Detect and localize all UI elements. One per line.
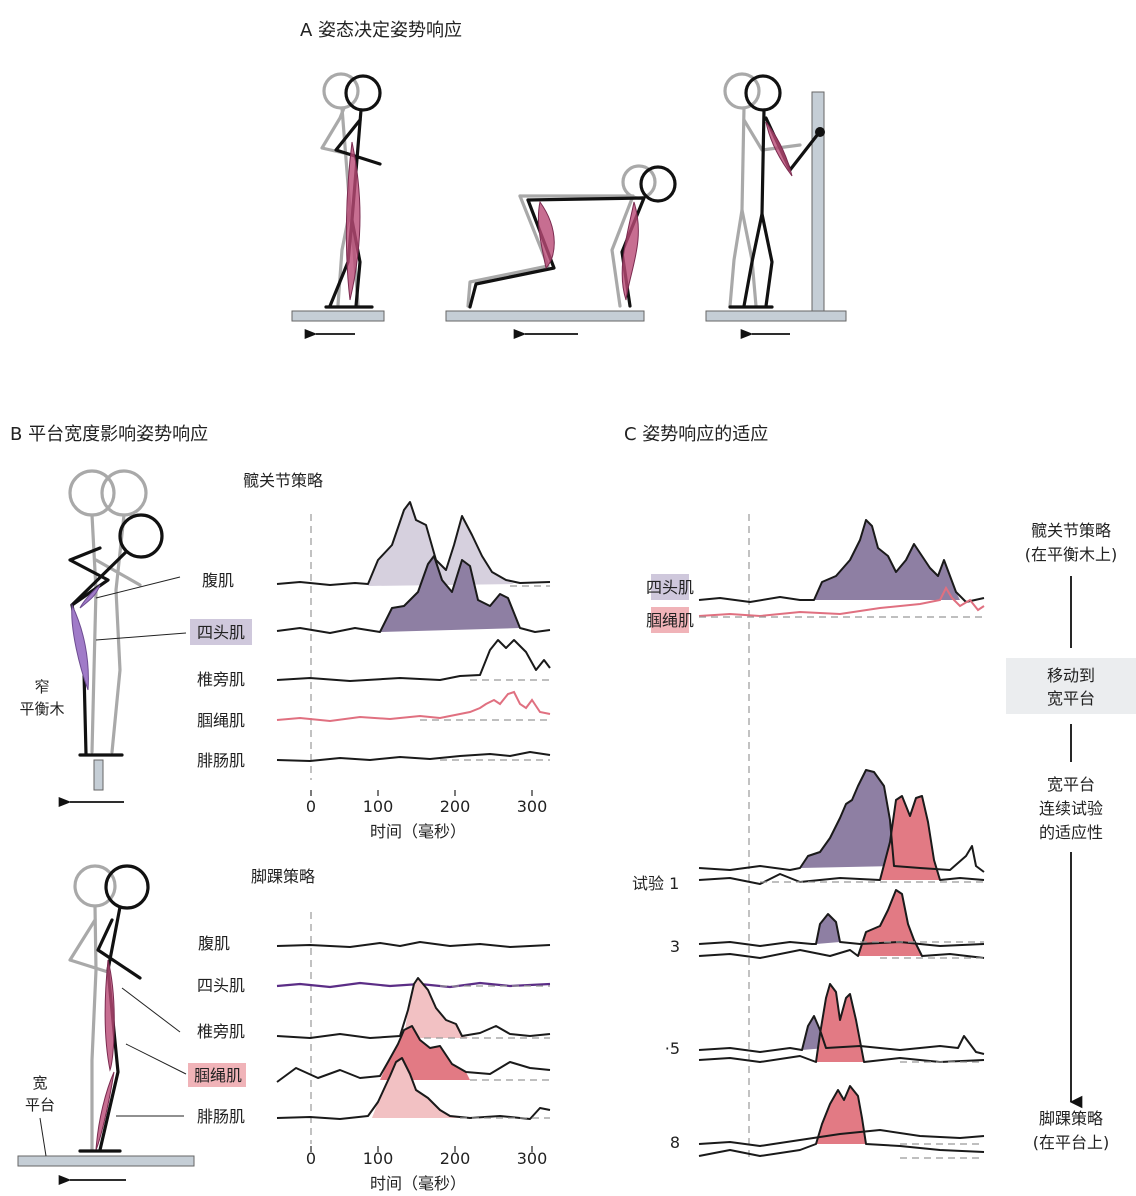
ankle-xtick-300: 300 bbox=[517, 1149, 548, 1168]
hip-label-quadriceps-bg bbox=[190, 619, 252, 645]
ankle-label-abdominal: 腹肌 bbox=[198, 934, 230, 953]
hip-xtick-0: 0 bbox=[306, 797, 316, 816]
hip-label-paraspinal: 椎旁肌 bbox=[197, 670, 245, 689]
ankle-x-axis: 0 100 200 300 时间（毫秒） bbox=[306, 1146, 547, 1193]
ankle-xtick-200: 200 bbox=[440, 1149, 471, 1168]
ankle-emg-traces bbox=[276, 941, 551, 1120]
c-box-label-1: 移动到 bbox=[1047, 666, 1095, 685]
c-label-hamstring-bg bbox=[651, 607, 689, 633]
ankle-label-hamstring-bg bbox=[188, 1063, 246, 1087]
hip-xtick-200: 200 bbox=[440, 797, 471, 816]
hip-strategy-subtitle: 髋关节策略 bbox=[243, 471, 323, 490]
narrow-beam-label-1: 窄 bbox=[34, 678, 49, 696]
ankle-label-paraspinal: 椎旁肌 bbox=[197, 1022, 245, 1041]
ankle-label-hamstring: 腘绳肌 bbox=[194, 1066, 242, 1085]
narrow-beam-label-2: 平衡木 bbox=[19, 700, 64, 718]
c-top-label-1: 髋关节策略 bbox=[1031, 521, 1111, 540]
leader-paraspinal bbox=[121, 987, 181, 1033]
panel-c-title: C 姿势响应的适应 bbox=[624, 424, 768, 445]
panel-c-top-traces bbox=[698, 519, 985, 618]
panel-b-ankle-figure bbox=[17, 864, 195, 1186]
ankle-label-gastrocnemius: 腓肠肌 bbox=[197, 1107, 245, 1126]
hip-label-hamstring: 腘绳肌 bbox=[197, 711, 245, 730]
c-top-label-2: (在平衡木上) bbox=[1025, 545, 1118, 564]
c-box-label-2: 宽平台 bbox=[1047, 689, 1095, 708]
hip-xlabel: 时间（毫秒） bbox=[370, 822, 466, 841]
c-mid-label-3: 的适应性 bbox=[1039, 823, 1103, 842]
ankle-xtick-0: 0 bbox=[306, 1149, 316, 1168]
trial-5-label: ·5 bbox=[665, 1039, 680, 1058]
trial-1-traces bbox=[698, 769, 985, 885]
leader-platform bbox=[39, 1117, 47, 1157]
panel-a-standing-figure bbox=[291, 72, 385, 340]
c-bottom-label-2: (在平台上) bbox=[1033, 1133, 1110, 1152]
panel-a-crouching-figure bbox=[445, 164, 677, 340]
ankle-xtick-100: 100 bbox=[363, 1149, 394, 1168]
leader-abdominal bbox=[95, 576, 181, 599]
hip-xtick-100: 100 bbox=[363, 797, 394, 816]
ankle-label-quadriceps: 四头肌 bbox=[197, 976, 245, 995]
leader-quadriceps bbox=[95, 632, 187, 641]
leader-hamstring bbox=[125, 1043, 187, 1075]
c-mid-label-1: 宽平台 bbox=[1047, 775, 1095, 794]
wide-platform-label-2: 平台 bbox=[25, 1096, 55, 1114]
hip-xtick-300: 300 bbox=[517, 797, 548, 816]
hip-label-quadriceps: 四头肌 bbox=[197, 623, 245, 642]
hip-emg-traces bbox=[276, 501, 551, 762]
panel-a-holding-figure bbox=[705, 72, 847, 340]
hip-label-gastrocnemius: 腓肠肌 bbox=[197, 751, 245, 770]
panel-a-title: A 姿态决定姿势响应 bbox=[300, 20, 462, 41]
trial-3-traces bbox=[698, 889, 985, 959]
c-label-quadriceps-bg bbox=[651, 574, 689, 600]
hip-label-abdominal: 腹肌 bbox=[202, 571, 234, 590]
hip-x-axis: 0 100 200 300 时间（毫秒） bbox=[306, 790, 547, 841]
trial-8-label: 8 bbox=[670, 1133, 680, 1152]
trial-5-traces bbox=[698, 983, 985, 1063]
ankle-xlabel: 时间（毫秒） bbox=[370, 1174, 466, 1193]
c-mid-label-2: 连续试验 bbox=[1039, 799, 1103, 818]
panel-b-hip-figure bbox=[58, 469, 164, 808]
trial-8-traces bbox=[698, 1085, 985, 1159]
trial-1-label: 试验 1 bbox=[632, 874, 679, 893]
c-bottom-label-1: 脚踝策略 bbox=[1039, 1109, 1103, 1128]
c-move-box bbox=[1006, 658, 1136, 714]
ankle-strategy-subtitle: 脚踝策略 bbox=[251, 867, 315, 886]
c-label-quadriceps: 四头肌 bbox=[646, 578, 694, 597]
c-label-hamstring: 腘绳肌 bbox=[646, 611, 694, 630]
wide-platform-label-1: 宽 bbox=[32, 1074, 47, 1092]
panel-b-title: B 平台宽度影响姿势响应 bbox=[10, 424, 208, 445]
trial-3-label: 3 bbox=[670, 937, 680, 956]
